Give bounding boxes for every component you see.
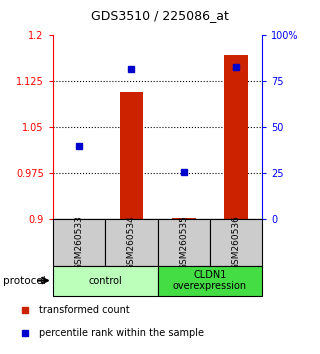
Text: protocol: protocol <box>3 275 46 286</box>
Text: CLDN1
overexpression: CLDN1 overexpression <box>173 270 247 291</box>
Bar <box>224 55 248 219</box>
Bar <box>172 218 196 219</box>
Text: control: control <box>88 275 122 286</box>
Bar <box>53 266 157 296</box>
Text: GSM260533: GSM260533 <box>75 215 84 270</box>
Text: GSM260536: GSM260536 <box>232 215 241 270</box>
Bar <box>53 219 105 266</box>
Bar <box>210 219 262 266</box>
Text: GSM260535: GSM260535 <box>179 215 188 270</box>
Bar <box>120 92 143 219</box>
Bar <box>157 266 262 296</box>
Bar <box>157 219 210 266</box>
Text: transformed count: transformed count <box>39 305 130 315</box>
Text: percentile rank within the sample: percentile rank within the sample <box>39 328 204 338</box>
Text: GSM260534: GSM260534 <box>127 215 136 270</box>
Text: GDS3510 / 225086_at: GDS3510 / 225086_at <box>91 10 229 22</box>
Bar <box>105 219 157 266</box>
